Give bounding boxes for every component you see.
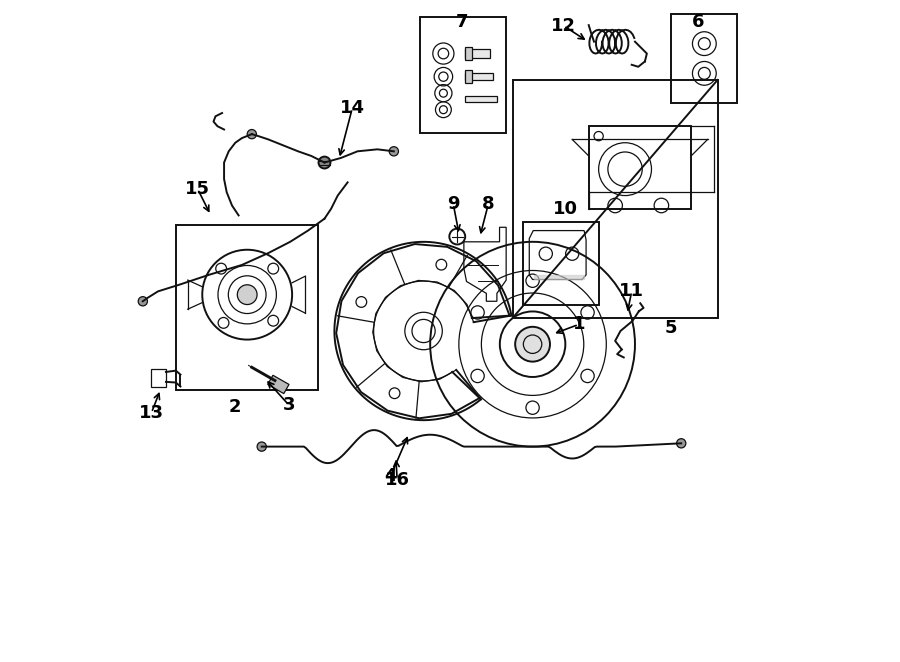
Text: 2: 2 [230,398,241,416]
Polygon shape [534,275,584,279]
Circle shape [389,147,399,156]
Text: 15: 15 [185,180,210,198]
Bar [465,97,497,103]
Bar [589,126,691,209]
Text: 14: 14 [339,99,365,117]
Text: 12: 12 [551,17,576,35]
Text: 5: 5 [665,318,678,337]
Bar [671,14,737,103]
Circle shape [515,327,550,361]
Bar [465,73,493,80]
Text: 9: 9 [447,195,460,213]
Circle shape [248,130,256,139]
Circle shape [238,285,257,305]
Circle shape [139,297,148,306]
Bar [267,375,289,394]
Text: 13: 13 [139,404,164,422]
Text: 7: 7 [455,13,468,31]
Bar [513,80,717,318]
Bar [176,225,318,391]
Bar [151,369,166,387]
Text: 4: 4 [384,467,397,485]
Bar [420,17,506,133]
Text: 16: 16 [384,471,410,489]
Text: 8: 8 [482,195,495,213]
Text: 10: 10 [554,201,578,218]
Bar [465,70,472,83]
Bar [465,46,472,60]
Text: 11: 11 [619,283,644,301]
Text: 3: 3 [283,396,295,414]
Circle shape [319,157,330,169]
Circle shape [257,442,266,451]
Bar [465,49,491,58]
Bar [523,222,598,305]
Circle shape [677,439,686,448]
Text: 1: 1 [572,315,585,334]
Text: 6: 6 [691,13,704,31]
